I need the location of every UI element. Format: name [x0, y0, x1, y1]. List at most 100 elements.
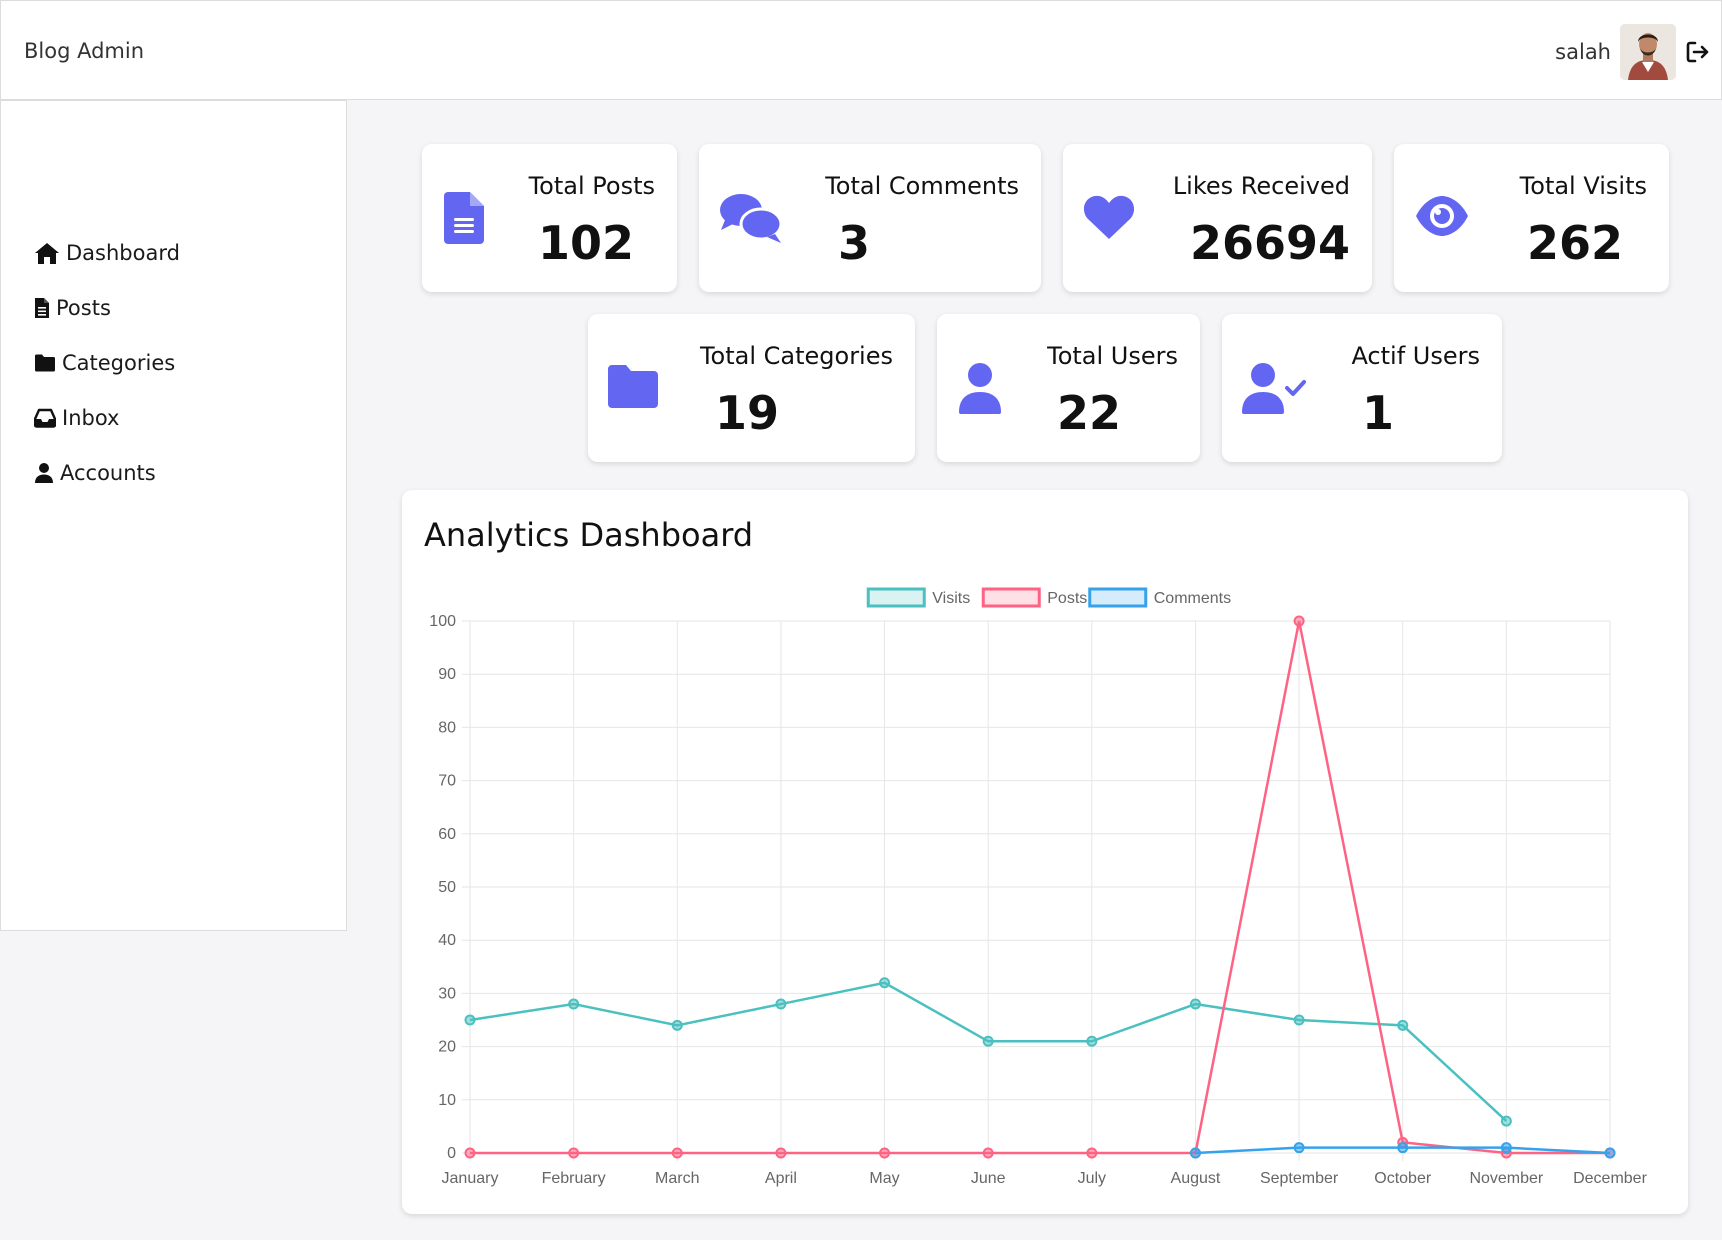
- data-point-comments: [1293, 1142, 1305, 1154]
- y-tick-label: 70: [438, 773, 456, 790]
- brand-title[interactable]: Blog Admin: [24, 39, 145, 63]
- data-point-visits: [1189, 998, 1201, 1010]
- sidebar-item-inbox[interactable]: Inbox: [34, 403, 119, 433]
- x-tick-label: September: [1260, 1170, 1339, 1187]
- x-tick-label: October: [1374, 1170, 1432, 1187]
- data-point-visits: [671, 1019, 683, 1031]
- legend-swatch-visits: [866, 587, 926, 608]
- sidebar-item-label: Posts: [56, 296, 111, 320]
- x-tick-label: January: [442, 1170, 499, 1187]
- stat-label: Actif Users: [1351, 342, 1480, 370]
- y-tick-label: 20: [438, 1039, 456, 1056]
- x-tick-label: March: [655, 1170, 699, 1187]
- folder-icon: [35, 354, 55, 372]
- stat-value: 19: [715, 386, 780, 440]
- x-tick-label: November: [1469, 1170, 1543, 1187]
- file-icon: [35, 298, 49, 318]
- data-point-posts: [671, 1147, 683, 1159]
- inbox-icon: [34, 408, 56, 428]
- stat-value: 22: [1057, 386, 1122, 440]
- y-tick-label: 0: [447, 1145, 456, 1162]
- file-icon: [444, 192, 484, 244]
- y-tick-label: 60: [438, 826, 456, 843]
- data-point-comments: [1189, 1147, 1201, 1159]
- data-point-posts: [1086, 1147, 1098, 1159]
- sidebar-item-label: Inbox: [62, 406, 120, 430]
- stat-card-total-users: Total Users 22: [937, 314, 1200, 462]
- data-point-posts: [775, 1147, 787, 1159]
- stat-value: 26694: [1190, 216, 1351, 270]
- data-point-comments: [1500, 1142, 1512, 1154]
- folder-icon: [608, 365, 658, 408]
- sidebar-item-label: Accounts: [60, 461, 156, 485]
- data-point-visits: [568, 998, 580, 1010]
- legend-swatch-posts: [981, 587, 1041, 608]
- stat-label: Total Users: [1047, 342, 1178, 370]
- data-point-visits: [879, 977, 891, 989]
- y-tick-label: 30: [438, 985, 456, 1002]
- stat-card-total-visits: Total Visits 262: [1394, 144, 1669, 292]
- stat-value: 3: [838, 216, 871, 270]
- data-point-posts: [568, 1147, 580, 1159]
- y-tick-label: 10: [438, 1092, 456, 1109]
- sidebar-item-dashboard[interactable]: Dashboard: [34, 238, 180, 268]
- x-tick-label: December: [1573, 1170, 1647, 1187]
- data-point-posts: [982, 1147, 994, 1159]
- stat-value: 262: [1527, 216, 1624, 270]
- stat-label: Total Comments: [825, 172, 1019, 200]
- analytics-panel: Analytics Dashboard 0 10 20 30 40 50 60 70 80 90 1…: [402, 490, 1688, 1214]
- y-tick-label: 40: [438, 932, 456, 949]
- stat-card-total-posts: Total Posts 102: [422, 144, 677, 292]
- sidebar-item-categories[interactable]: Categories: [34, 348, 175, 378]
- top-navbar: Blog Admin salah: [0, 0, 1722, 100]
- stat-card-total-comments: Total Comments 3: [699, 144, 1041, 292]
- x-tick-label: July: [1078, 1170, 1106, 1187]
- y-tick-label: 80: [438, 719, 456, 736]
- legend-label-comments: Comments: [1154, 590, 1231, 607]
- avatar[interactable]: [1620, 24, 1676, 80]
- heart-icon: [1083, 195, 1135, 239]
- user-icon: [35, 463, 53, 483]
- stat-value: 1: [1362, 386, 1395, 440]
- data-point-visits: [1293, 1014, 1305, 1026]
- data-point-visits: [1397, 1019, 1409, 1031]
- sidebar-item-posts[interactable]: Posts: [34, 293, 111, 323]
- data-point-comments: [1604, 1147, 1616, 1159]
- data-point-posts: [464, 1147, 476, 1159]
- user-icon: [959, 363, 1001, 414]
- y-tick-label: 100: [429, 613, 456, 630]
- username-label[interactable]: salah: [1555, 40, 1611, 64]
- x-tick-label: February: [542, 1170, 606, 1187]
- data-point-posts: [1293, 615, 1305, 627]
- x-tick-label: April: [765, 1170, 797, 1187]
- data-point-comments: [1397, 1142, 1409, 1154]
- eye-icon: [1416, 196, 1468, 236]
- stat-label: Total Categories: [699, 342, 893, 370]
- x-tick-label: June: [971, 1170, 1006, 1187]
- stat-value: 102: [538, 216, 635, 270]
- sign-out-icon[interactable]: [1685, 39, 1711, 65]
- sidebar-item-label: Dashboard: [66, 241, 180, 265]
- user-check-icon: [1242, 363, 1306, 414]
- x-tick-label: August: [1171, 1170, 1221, 1187]
- data-point-posts: [879, 1147, 891, 1159]
- stat-label: Total Visits: [1519, 172, 1647, 200]
- sidebar-item-accounts[interactable]: Accounts: [34, 458, 156, 488]
- sidebar-item-label: Categories: [62, 351, 176, 375]
- stat-label: Likes Received: [1172, 172, 1350, 200]
- legend-label-posts: Posts: [1047, 590, 1087, 607]
- comments-icon: [720, 194, 783, 243]
- analytics-line-chart: 0 10 20 30 40 50 60 70 80 90 100 January February Mar…: [429, 587, 1648, 1187]
- x-tick-label: May: [869, 1170, 899, 1187]
- data-point-visits: [464, 1014, 476, 1026]
- data-point-visits: [775, 998, 787, 1010]
- analytics-title: Analytics Dashboard: [424, 516, 754, 554]
- series-line-posts: [470, 620, 1610, 1155]
- stat-card-total-categories: Total Categories 19: [588, 314, 915, 462]
- legend-label-visits: Visits: [932, 590, 970, 607]
- y-tick-label: 50: [438, 879, 456, 896]
- data-point-visits: [1086, 1035, 1098, 1047]
- sidebar: Dashboard Posts Categories Inbox Account…: [0, 100, 347, 931]
- data-point-visits: [982, 1035, 994, 1047]
- data-point-visits: [1500, 1115, 1512, 1127]
